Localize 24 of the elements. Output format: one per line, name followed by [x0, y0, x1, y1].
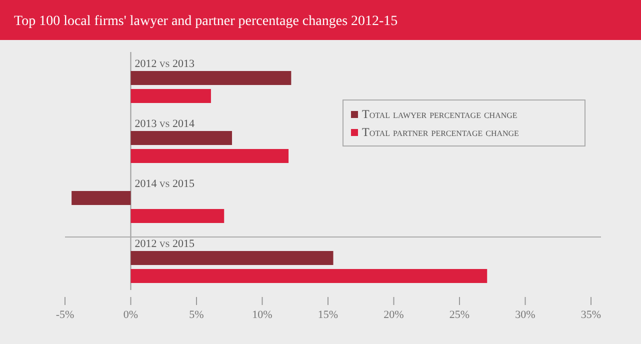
y-tick-label: 2012 vs 2013 — [134, 58, 195, 70]
chart-title: Top 100 local firms' lawyer and partner percentage changes 2012-15 — [14, 14, 398, 29]
bar — [130, 149, 289, 163]
x-tick-label: 10% — [252, 309, 272, 321]
legend-label: Total lawyer percentage change — [362, 107, 518, 121]
bar — [130, 131, 232, 145]
legend-label: Total partner percentage change — [362, 125, 520, 139]
x-tick-label: 15% — [318, 309, 338, 321]
bar — [130, 209, 224, 223]
x-tick-label: 25% — [449, 309, 470, 321]
x-tick-label: 0% — [123, 309, 138, 321]
bar — [130, 251, 334, 265]
x-tick-label: -5% — [56, 309, 74, 321]
x-tick-label: 30% — [515, 309, 536, 321]
bar — [72, 191, 131, 205]
bar — [130, 71, 292, 85]
x-tick-label: 20% — [384, 309, 404, 321]
y-tick-label: 2012 vs 2015 — [134, 238, 195, 250]
y-tick-label: 2014 vs 2015 — [134, 178, 195, 190]
x-tick-label: 35% — [580, 309, 602, 321]
y-tick-label: 2013 vs 2014 — [134, 118, 195, 130]
x-tick-label: 5% — [189, 309, 204, 321]
bar — [130, 269, 488, 283]
bar — [130, 89, 211, 103]
